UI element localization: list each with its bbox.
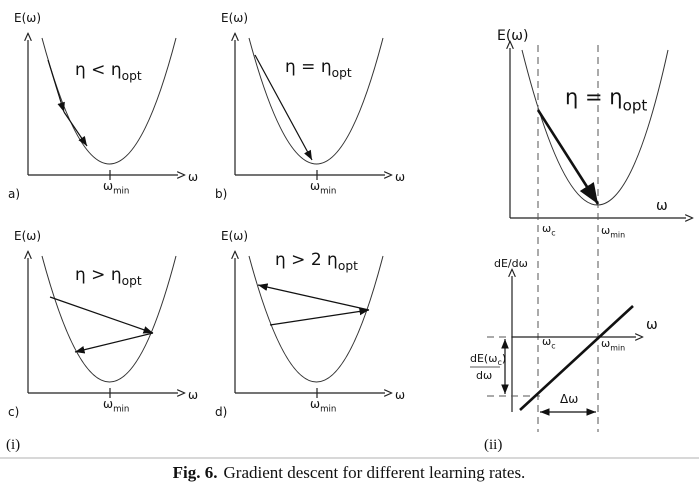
x-mark-sub: min [610,343,625,352]
x-mark-sub: min [320,405,336,415]
x-mark: ωc [542,335,556,350]
eta-label: η < ηopt [75,60,142,83]
group-label: (ii) [484,437,502,453]
eta-label-sub: opt [122,69,142,83]
eta-label-base: η < η [75,60,122,80]
derivative-numerator: dE(ωc) [470,352,506,367]
group-label: (i) [6,437,20,453]
eta-label: η = ηopt [285,57,352,80]
y-axis-label: dE/dω [494,257,528,270]
x-mark-sub: min [113,405,129,415]
curve [521,49,669,206]
caption-text: Gradient descent for different learning … [224,463,526,482]
eta-label-base: η > 2 η [275,250,338,270]
eta-label: η > ηopt [75,265,142,288]
derivative-line [519,305,634,411]
eta-label-sub: opt [338,259,358,273]
eta-label-base: η = η [285,57,332,77]
x-axis-label: ω [646,317,658,333]
x-axis-label: ω [188,388,198,402]
eta-label-sub: opt [122,274,142,288]
arrow [254,54,313,161]
y-axis-label: E(ω) [14,11,41,25]
panel-label: a) [8,187,20,201]
curve [248,255,384,383]
eta-label-sub: opt [332,66,352,80]
num-tail: ) [502,352,506,365]
arrow [49,296,154,334]
x-axis-label: ω [188,170,198,184]
eta-label: η > 2 ηopt [275,250,358,273]
derivative-denominator: dω [476,369,492,382]
x-mark-sub: min [113,187,129,197]
x-mark-base: ω [601,224,610,237]
x-mark-base: ω [542,335,551,348]
x-mark: ωmin [310,179,336,197]
curve [248,37,384,165]
x-axis-label: ω [395,388,405,402]
num-base: dE(ω [470,352,497,365]
x-mark-base: ω [103,397,113,411]
arrow [257,283,370,311]
eta-label-base: η = η [565,85,623,109]
x-mark: ωmin [601,224,625,239]
x-mark: ωmin [103,397,129,415]
y-axis-label: E(ω) [221,11,248,25]
x-mark-sub: c [551,341,555,350]
curve [41,37,177,165]
panel-label: b) [215,187,227,201]
panel-label: d) [215,405,227,419]
x-mark: ωmin [601,337,625,352]
x-mark: ωmin [310,397,336,415]
x-mark-base: ω [601,337,610,350]
x-mark-sub: c [551,228,555,237]
arrow [74,332,154,354]
x-mark-base: ω [310,397,320,411]
x-axis-label: ω [656,198,668,214]
x-mark-sub: min [320,187,336,197]
curve [41,255,177,383]
x-axis-label: ω [395,170,405,184]
caption: Fig. 6. Gradient descent for different le… [173,463,526,482]
eta-label-base: η > η [75,265,122,285]
arrow [63,111,88,147]
y-axis-label: E(ω) [14,229,41,243]
eta-label-sub: opt [623,96,648,114]
arrow [269,307,370,326]
eta-label: η = ηopt [565,85,647,114]
num-sub: c [497,358,501,367]
x-mark: ωmin [103,179,129,197]
arrow [536,109,600,205]
y-axis-label: E(ω) [497,28,529,44]
panel-label: c) [8,405,19,419]
x-mark-sub: min [610,230,625,239]
x-mark-base: ω [103,179,113,193]
x-mark-base: ω [542,222,551,235]
caption-label: Fig. 6. [173,463,218,482]
y-axis-label: E(ω) [221,229,248,243]
delta-label: Δω [560,392,578,406]
arrow [47,59,65,113]
x-mark: ωc [542,222,556,237]
x-mark-base: ω [310,179,320,193]
